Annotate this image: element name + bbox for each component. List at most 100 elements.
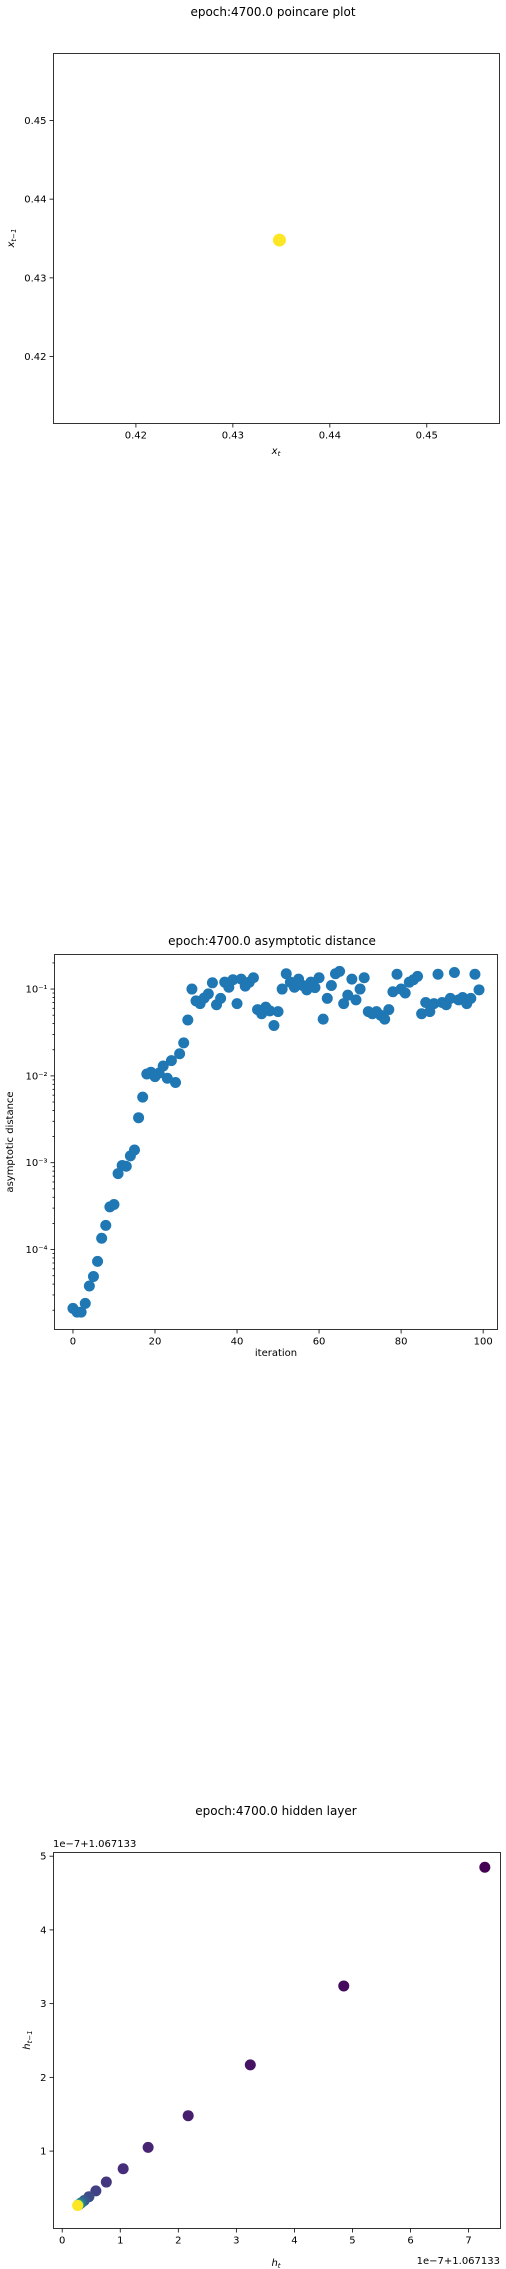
asymptotic-xlabel: iteration (255, 1348, 297, 1359)
asymptotic-title: epoch:4700.0 asymptotic distance (168, 934, 376, 948)
hidden-x-offset-label: 1e−7+1.067133 (417, 2256, 500, 2267)
data-point (379, 1013, 391, 1025)
data-point (358, 972, 370, 984)
data-point (444, 992, 456, 1004)
data-point (244, 2059, 256, 2071)
y-tick-label: 0.42 (24, 352, 46, 363)
y-tick-label: 10⁻³ (25, 1158, 47, 1169)
data-point (206, 977, 218, 989)
data-point (391, 968, 403, 980)
data-point (479, 1861, 491, 1873)
data-point (420, 997, 432, 1009)
data-point (96, 1232, 108, 1244)
y-tick-label: 0.45 (24, 116, 46, 127)
data-point (338, 1980, 350, 1992)
y-tick-label: 10⁻² (25, 1071, 47, 1082)
asymptotic-ylabel: asymptotic distance (5, 1091, 16, 1192)
data-point (178, 1037, 190, 1049)
data-point (100, 1219, 112, 1231)
x-tick-label: 1 (117, 2236, 123, 2247)
data-point (157, 1060, 169, 1072)
data-point (182, 2110, 194, 2122)
data-point (354, 983, 366, 995)
x-tick-label: 40 (231, 1337, 244, 1348)
data-point (202, 988, 214, 1000)
hidden-layer-chart: epoch:4700.0 hidden layer 1e−7+1.067133 … (22, 1804, 501, 2269)
x-tick-label: 0 (59, 2236, 65, 2247)
y-tick-label: 1 (40, 2147, 46, 2158)
data-point (120, 1160, 132, 1172)
hidden-axes-frame (53, 1852, 501, 2229)
y-tick-label: 5 (40, 1852, 46, 1863)
y-tick-label: 4 (40, 1925, 46, 1936)
data-point (247, 972, 259, 984)
y-tick-label: 10⁻⁴ (25, 1245, 47, 1256)
data-point (268, 1020, 280, 1032)
data-point (399, 987, 411, 999)
data-point (313, 972, 325, 984)
x-tick-label: 0.42 (125, 431, 147, 442)
x-tick-label: 4 (291, 2236, 297, 2247)
data-point (128, 1144, 140, 1156)
data-point (108, 1199, 120, 1211)
data-point (161, 1072, 173, 1084)
data-point (334, 965, 346, 977)
data-point (79, 1297, 91, 1309)
y-tick-label: 0.44 (24, 195, 46, 206)
data-point (383, 1004, 395, 1016)
asymptotic-axes-frame (54, 954, 498, 1330)
poincare-ylabel: xt−1 (6, 229, 18, 249)
data-point (112, 1168, 124, 1180)
data-point (174, 1048, 186, 1060)
data-point (350, 994, 362, 1006)
data-point (87, 1270, 99, 1282)
data-point (325, 979, 337, 991)
y-tick-label: 2 (40, 2073, 46, 2084)
data-point (100, 2176, 112, 2188)
asymptotic-distance-chart: epoch:4700.0 asymptotic distance 0 20 40 60… (5, 934, 498, 1359)
data-point (465, 992, 477, 1004)
x-tick-label: 5 (349, 2236, 355, 2247)
data-point (469, 968, 481, 980)
y-tick-label: 3 (40, 1999, 46, 2010)
data-point (432, 968, 444, 980)
x-tick-label: 3 (233, 2236, 239, 2247)
data-point (473, 984, 485, 996)
data-point (321, 992, 333, 1004)
data-point (137, 1091, 149, 1103)
x-tick-label: 0.44 (319, 431, 341, 442)
hidden-xlabel: ht (271, 2258, 280, 2269)
x-tick-label: 20 (149, 1337, 162, 1348)
data-point (117, 2163, 129, 2175)
data-point (170, 1076, 182, 1088)
data-point (412, 970, 424, 982)
x-tick-label: 0.43 (222, 431, 244, 442)
data-point (72, 2199, 84, 2211)
data-point (338, 998, 350, 1010)
hidden-y-offset-label: 1e−7+1.067133 (53, 1839, 136, 1850)
data-point (75, 1306, 87, 1318)
data-point (182, 1014, 194, 1026)
data-point (133, 1112, 145, 1124)
data-point (264, 1005, 276, 1017)
data-point (142, 2141, 154, 2153)
poincare-xlabel: xt (271, 446, 281, 458)
data-point (276, 983, 288, 995)
poincare-title: epoch:4700.0 poincare plot (190, 5, 355, 19)
data-point (317, 1013, 329, 1025)
data-point (231, 998, 243, 1010)
data-point (227, 974, 239, 986)
data-point (215, 992, 227, 1004)
data-point (342, 989, 354, 1001)
x-tick-label: 80 (395, 1337, 408, 1348)
hidden-ylabel: ht−1 (22, 2030, 34, 2049)
x-tick-label: 60 (313, 1337, 326, 1348)
data-point (272, 233, 286, 247)
x-tick-label: 6 (407, 2236, 413, 2247)
data-point (92, 1255, 104, 1267)
data-point (309, 982, 321, 994)
x-tick-label: 0.45 (416, 431, 438, 442)
data-point (448, 967, 460, 979)
data-point (272, 1006, 284, 1018)
y-tick-label: 10⁻¹ (25, 985, 47, 996)
